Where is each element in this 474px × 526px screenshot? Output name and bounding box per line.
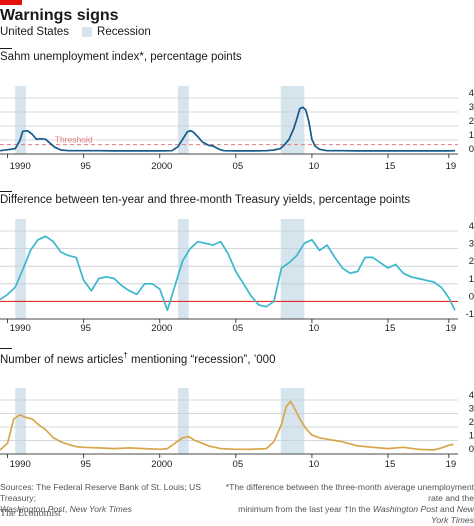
recession-swatch (82, 27, 93, 37)
y-tick-label: 4 (469, 390, 474, 401)
x-tick-label: 1990 (10, 161, 31, 172)
x-tick-label: 10 (309, 323, 320, 334)
y-tick-label: 2 (469, 116, 474, 127)
y-tick-label: 3 (469, 404, 474, 415)
sources-note: Sources: The Federal Reserve Bank of St.… (0, 482, 230, 515)
x-tick-label: 1990 (10, 323, 31, 334)
footnote-2c: and (437, 504, 457, 514)
sahm-chart: 0 1 2 3 4 Threshold 1990 95 2000 05 10 15 19 (0, 86, 474, 172)
sources-nyt: New York Times (69, 504, 132, 514)
recession-band-2 (280, 219, 305, 319)
x-tick-label: 2000 (151, 161, 172, 172)
series-line (0, 400, 454, 451)
panel-3-rule (0, 348, 12, 349)
x-tick-label: 15 (385, 161, 396, 172)
series-line (0, 106, 456, 152)
sources-wapo: Washington Post (0, 504, 65, 514)
threshold-label: Threshold (55, 135, 93, 145)
legend: United States Recession (0, 26, 151, 38)
footnote-2b: Washington Post (372, 504, 438, 514)
y-tick-label: 0 (469, 444, 474, 455)
sources-sep: , (64, 504, 70, 514)
panel-2-rule (0, 191, 12, 192)
y-tick-label: 1 (469, 431, 474, 442)
y-tick-label: 3 (469, 239, 474, 250)
brand-logo-text: The Economist (0, 508, 61, 519)
y-tick-label: 1 (469, 274, 474, 285)
x-tick-label: 95 (80, 161, 91, 172)
x-tick-label: 05 (233, 323, 244, 334)
recession-band-1 (178, 388, 189, 454)
panel-2-title: Difference between ten-year and three-mo… (0, 194, 411, 206)
x-tick-label: 95 (80, 323, 91, 334)
brand-red-bar (0, 0, 22, 5)
legend-recession: Recession (97, 26, 151, 38)
chart-title: Warnings signs (0, 7, 119, 24)
x-tick-label: 05 (233, 161, 244, 172)
recession-band-2 (280, 388, 305, 454)
legend-country: United States (0, 26, 70, 38)
x-tick-label: 15 (385, 323, 396, 334)
y-tick-label: 2 (469, 256, 474, 267)
panel-1-rule (0, 48, 12, 49)
recession-band-0 (15, 86, 26, 154)
y-tick-label: 2 (469, 417, 474, 428)
recession-band-0 (15, 388, 26, 454)
x-tick-label: 19 (446, 161, 457, 172)
y-tick-label: -1 (466, 309, 474, 320)
x-tick-label: 10 (309, 161, 320, 172)
footnote-1b: minimum from the last year (238, 504, 342, 514)
panel-3-title: Number of news articles† mentioning “rec… (0, 351, 276, 366)
y-tick-label: 4 (469, 88, 474, 99)
footnotes: *The difference between the three-month … (224, 482, 474, 526)
footnote-2a: †In the (344, 504, 373, 514)
x-tick-label: 1990 (10, 459, 31, 470)
y-tick-label: 1 (469, 130, 474, 141)
recession-band-1 (178, 86, 189, 154)
x-tick-label: 15 (385, 459, 396, 470)
recession-band-2 (280, 86, 305, 154)
yield-spread-chart: -1 0 1 2 3 4 1990 95 2000 05 10 15 19 (0, 219, 474, 334)
x-tick-label: 05 (233, 459, 244, 470)
y-tick-label: 0 (469, 144, 474, 155)
y-tick-label: 0 (469, 291, 474, 302)
series-line (0, 235, 456, 312)
x-tick-label: 2000 (151, 459, 172, 470)
x-tick-label: 19 (446, 459, 457, 470)
recession-band-1 (178, 219, 189, 319)
x-tick-label: 10 (309, 459, 320, 470)
panel-1-title: Sahm unemployment index*, percentage poi… (0, 51, 242, 63)
x-tick-label: 19 (446, 323, 457, 334)
news-articles-chart: 0 1 2 3 4 1990 95 2000 05 10 15 19 (0, 388, 474, 470)
x-tick-label: 2000 (151, 323, 172, 334)
recession-band-0 (15, 219, 26, 319)
footnote-1: *The difference between the three-month … (225, 482, 474, 503)
x-tick-label: 95 (80, 459, 91, 470)
sources-line-1: Sources: The Federal Reserve Bank of St.… (0, 482, 201, 503)
y-tick-label: 4 (469, 221, 474, 232)
y-tick-label: 3 (469, 102, 474, 113)
